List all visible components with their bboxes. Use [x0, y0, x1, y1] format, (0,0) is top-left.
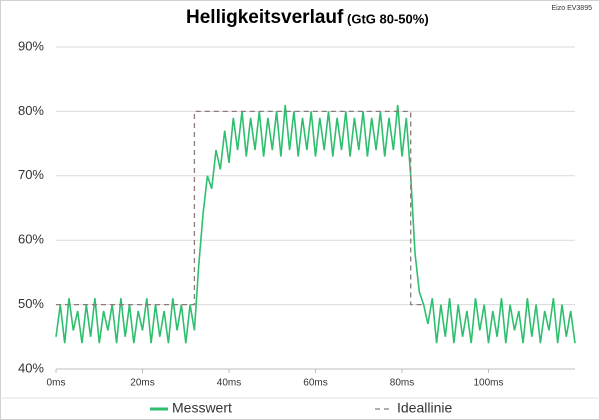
y-tick-label: 40% [18, 360, 44, 375]
x-tick-label: 0ms [47, 378, 66, 389]
legend-label: Messwert [172, 400, 232, 416]
y-tick-label: 60% [18, 232, 44, 247]
annotation: Eizo EV3895 [552, 5, 593, 12]
chart-title: Helligkeitsverlauf [186, 7, 344, 28]
y-tick-label: 80% [18, 103, 44, 118]
x-tick-label: 20ms [130, 378, 154, 389]
x-tick-label: 60ms [303, 378, 327, 389]
x-tick-label: 40ms [217, 378, 241, 389]
y-tick-label: 50% [18, 296, 44, 311]
legend-label: Ideallinie [397, 400, 452, 416]
series-line [55, 104, 576, 344]
x-tick-label: 100ms [473, 378, 503, 389]
y-tick-label: 90% [18, 38, 44, 53]
y-tick-label: 70% [18, 167, 44, 182]
chart-subtitle: (GtG 80-50%) [347, 11, 429, 26]
x-tick-label: 80ms [390, 378, 414, 389]
